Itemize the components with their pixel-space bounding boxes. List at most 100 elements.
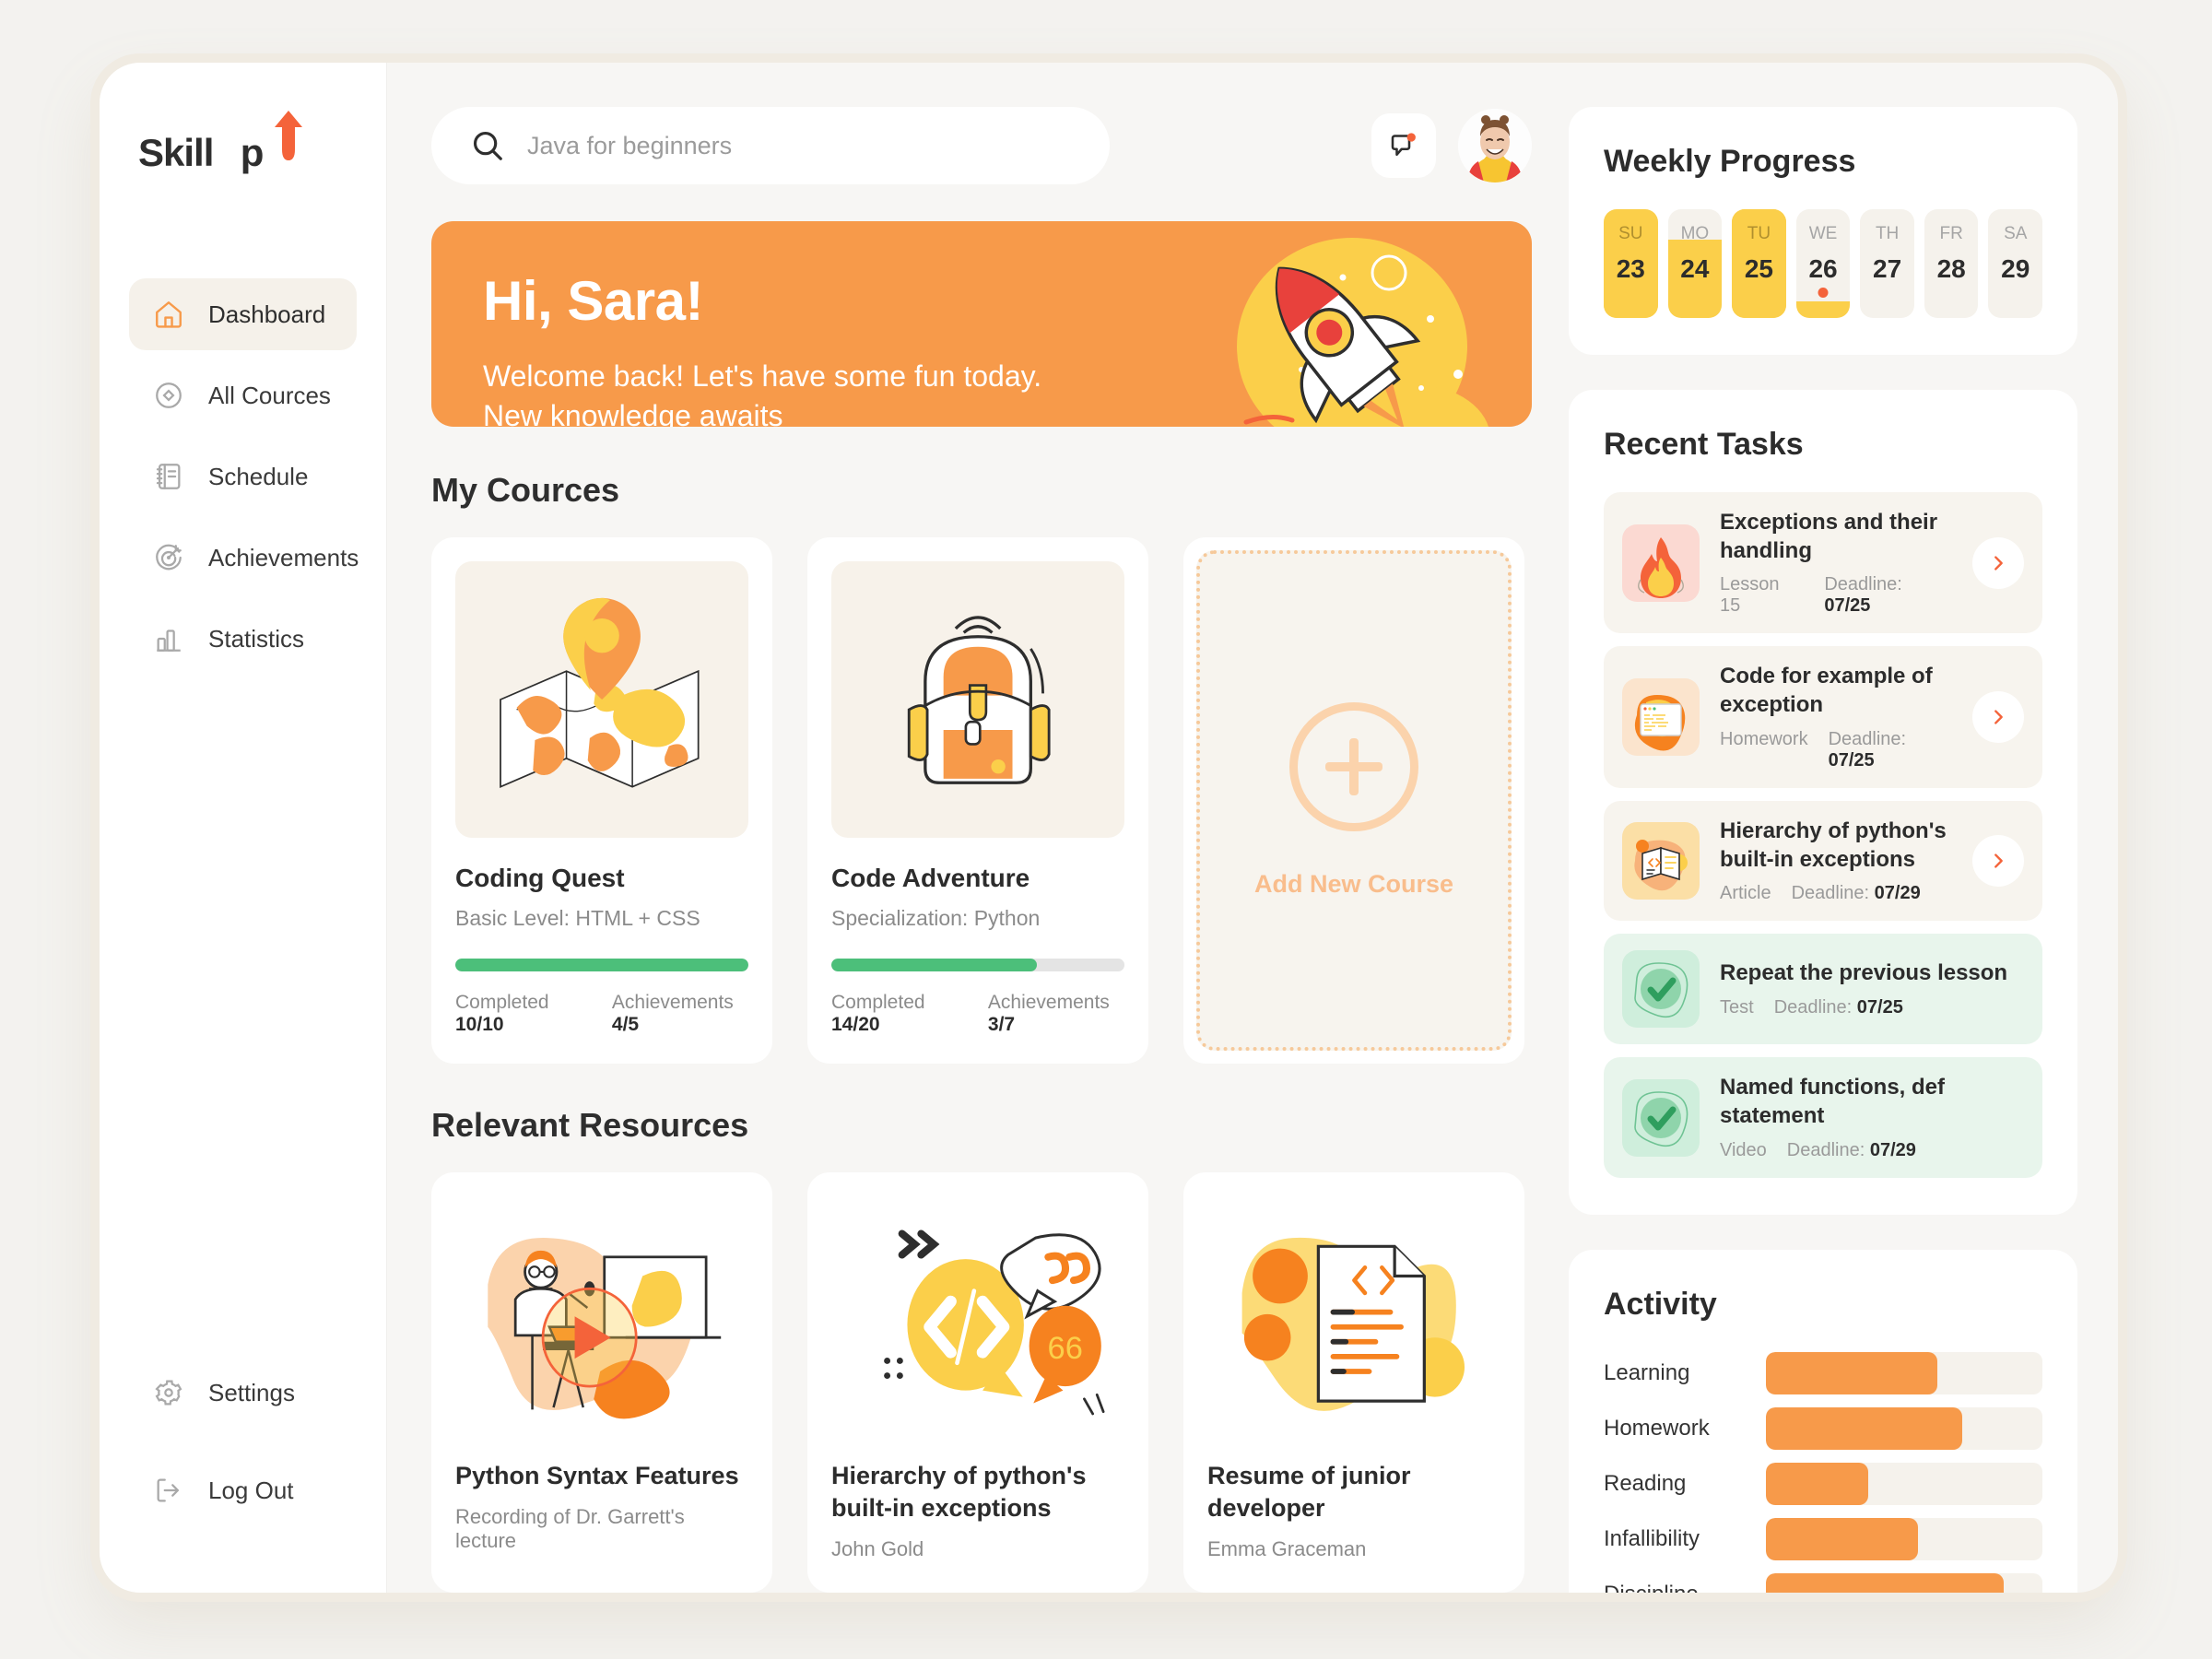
week-strip: SU 23 MO 24 TU 25 WE 26 TH 27 FR 28 SA 29 [1604,209,2043,318]
task-row[interactable]: Code for example of exception Homework D… [1604,646,2042,788]
resource-card[interactable]: Resume of junior developer Emma Graceman [1183,1171,1524,1593]
notifications-button[interactable] [1371,113,1436,178]
activity-chart: Learning Homework Reading Infallibility [1604,1351,2042,1593]
task-body: Hierarchy of python's built-in exception… [1720,818,1952,904]
document-illustration [1241,1237,1465,1411]
task-open-button[interactable] [1972,536,2024,589]
course-card[interactable]: Coding Quest Basic Level: HTML + CSS Com… [431,536,772,1064]
recent-tasks-panel: Recent Tasks Exceptions and their handli… [1569,390,2077,1215]
task-deadline: Deadline: 07/25 [1773,997,1903,1018]
sidebar-bottom-nav: Settings Log Out [100,1357,386,1552]
task-title: Named functions, def statement [1720,1075,1946,1129]
resource-card[interactable]: Python Syntax Features Recording of Dr. … [431,1171,772,1593]
completed-value: 14/20 [831,1013,880,1035]
day-label: SU [1618,224,1643,243]
day-cell[interactable]: SU 23 [1604,209,1658,318]
course-progress-fill [831,958,1037,971]
resource-card[interactable]: 66 Hierarchy of python's built-in except… [807,1171,1148,1593]
task-deadline-value: 07/25 [1828,749,1875,771]
day-number: 23 [1616,254,1645,283]
course-stats: Completed 14/20 Achievements 3/7 [831,992,1124,1036]
task-row-completed[interactable]: Repeat the previous lesson Test Deadline… [1604,934,2042,1045]
search-bar[interactable] [431,107,1110,184]
day-cell[interactable]: MO 24 [1667,209,1723,318]
activity-label: Homework [1604,1415,1710,1441]
sidebar-item-statistics[interactable]: Statistics [129,603,357,675]
resource-title: Hierarchy of python's built-in exception… [831,1461,1087,1522]
resource-author: John Gold [831,1537,924,1560]
task-deadline: Deadline: 07/29 [1786,1139,1916,1160]
sidebar-item-schedule[interactable]: Schedule [129,441,357,512]
welcome-banner: Hi, Sara! Welcome back! Let's have some … [431,221,1532,427]
course-card[interactable]: Code Adventure Specialization: Python Co… [807,536,1148,1064]
completed-value: 10/10 [455,1013,504,1035]
task-meta: Lesson 15 Deadline: 07/25 [1720,574,1952,617]
activity-track [1766,1517,2042,1560]
activity-fill [1766,1462,1868,1505]
day-cell[interactable]: FR 28 [1924,209,1979,318]
sidebar-item-settings[interactable]: Settings [129,1357,357,1429]
activity-label: Discipline [1604,1582,1742,1593]
activity-fill [1766,1572,2004,1593]
bar-chart-icon [153,623,184,654]
activity-track [1766,1462,2042,1505]
day-fill [1667,240,1723,318]
greeting-message: Welcome back! Let's have some fun today.… [483,359,1042,427]
day-number: 24 [1680,254,1710,283]
fire-icon [1622,524,1700,602]
day-number: 25 [1744,254,1774,283]
open-book-icon [1622,822,1700,900]
day-cell[interactable]: SA 29 [1988,209,2043,318]
achievements-stat: Achievements 3/7 [987,991,1110,1035]
task-type: Video [1720,1139,1767,1160]
resource-thumbnail: 66 [831,1196,1124,1436]
backpack-illustration [907,616,1051,784]
day-cell-today[interactable]: WE 26 [1795,209,1851,318]
activity-label: Reading [1604,1470,1687,1496]
sidebar-item-all-cources[interactable]: All Cources [129,359,357,431]
sidebar-item-logout[interactable]: Log Out [129,1454,357,1526]
world-map-pin-illustration [500,597,700,788]
task-title: Exceptions and their handling [1720,510,1938,563]
app-logo[interactable]: SkillUp [138,111,386,175]
add-course-button[interactable]: Add New Course [1196,549,1512,1051]
activity-fill [1766,1517,1918,1560]
logo-text-b: p [240,131,265,174]
task-row[interactable]: Hierarchy of python's built-in exception… [1604,800,2042,922]
chevron-right-icon [1994,556,2003,571]
task-meta: Homework Deadline: 07/25 [1720,729,1952,771]
resource-thumbnail [1207,1196,1500,1436]
day-cell[interactable]: TU 25 [1732,209,1786,318]
sidebar-item-dashboard[interactable]: Dashboard [129,278,357,350]
weekly-progress-panel: Weekly Progress SU 23 MO 24 TU 25 WE 26 TH 27… [1569,107,2077,355]
resources-list: Python Syntax Features Recording of Dr. … [431,1171,1532,1593]
task-open-button[interactable] [1972,835,2024,888]
add-course-label: Add New Course [1253,869,1454,898]
completed-stat: Completed 14/20 [831,991,925,1035]
main-left-column: Hi, Sara! Welcome back! Let's have some … [431,107,1532,1593]
task-open-button[interactable] [1972,691,2024,744]
lecturer-video-illustration [487,1237,721,1418]
activity-row: Infallibility [1604,1517,2042,1560]
task-row[interactable]: Exceptions and their handling Lesson 15 … [1604,492,2042,634]
search-input[interactable] [527,131,1071,160]
task-row-completed[interactable]: Named functions, def statement Video Dea… [1604,1057,2042,1178]
task-title: Hierarchy of python's built-in exception… [1720,818,1947,872]
day-label: SA [2004,224,2028,243]
task-body: Named functions, def statement Video Dea… [1720,1074,2024,1160]
add-course-card[interactable]: Add New Course [1183,536,1524,1064]
task-body: Code for example of exception Homework D… [1720,663,1952,771]
achievements-stat: Achievements 4/5 [611,991,734,1035]
task-deadline-value: 07/29 [1869,1139,1916,1160]
logo-text-a: Skill [138,131,214,174]
resource-thumbnail [455,1196,748,1436]
day-cell[interactable]: TH 27 [1860,209,1914,318]
resource-author: Recording of Dr. Garrett's lecture [455,1504,685,1552]
sidebar-item-label: Schedule [208,462,309,490]
day-number: 27 [1873,254,1902,283]
courses-list: Coding Quest Basic Level: HTML + CSS Com… [431,536,1532,1064]
task-deadline: Deadline: 07/29 [1791,883,1921,904]
sidebar-item-label: Dashboard [208,300,326,328]
sidebar-item-achievements[interactable]: Achievements [129,522,359,594]
avatar[interactable] [1458,109,1532,182]
